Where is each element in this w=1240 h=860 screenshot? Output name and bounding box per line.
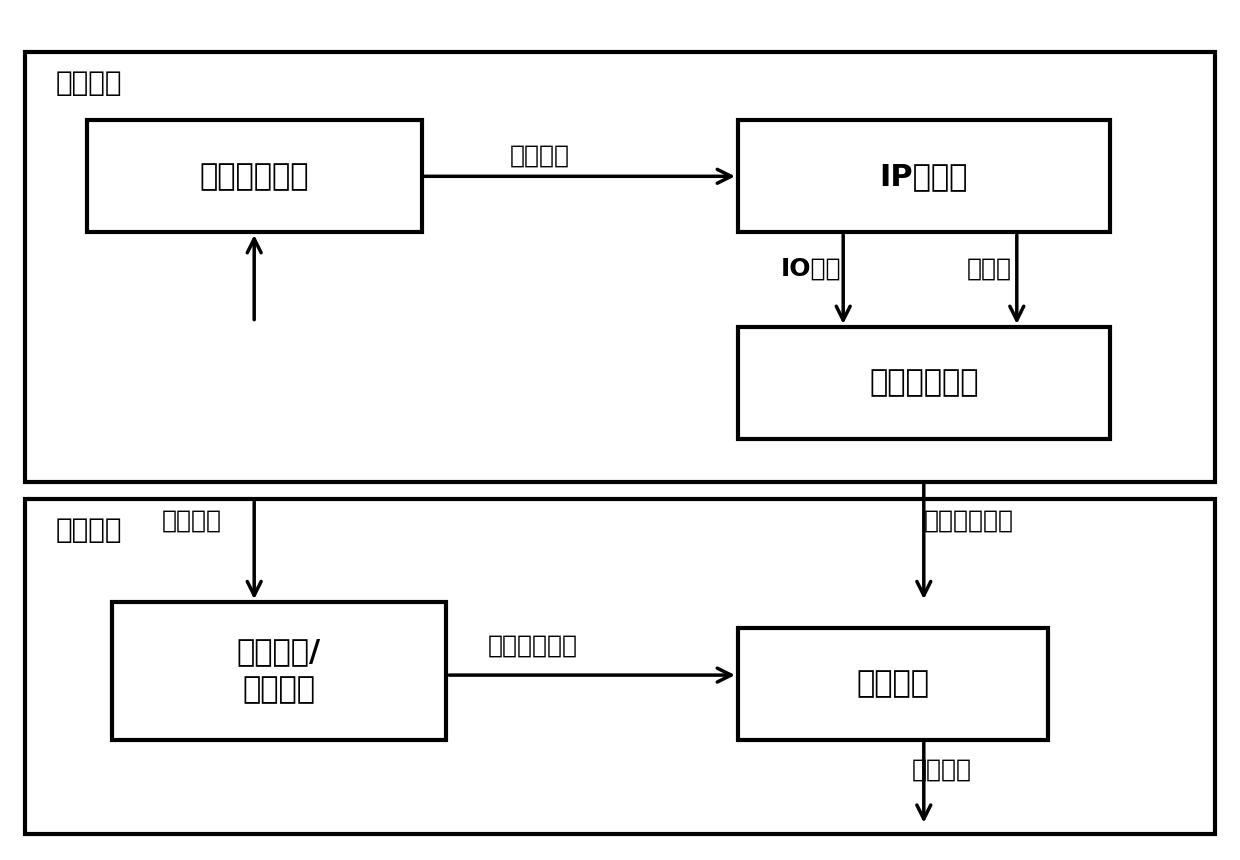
- Text: 数据报: 数据报: [967, 256, 1012, 280]
- Text: 控制平面: 控制平面: [56, 69, 123, 97]
- Text: IO通道: IO通道: [781, 256, 842, 280]
- Text: 缓存参数设置: 缓存参数设置: [489, 634, 578, 658]
- Text: 硬件缓存: 硬件缓存: [857, 669, 929, 698]
- Bar: [738, 120, 1110, 232]
- Text: 状态上报: 状态上报: [162, 508, 222, 532]
- Bar: [25, 52, 1215, 482]
- Text: 接口管理/
状态上报: 接口管理/ 状态上报: [237, 637, 321, 704]
- Bar: [87, 120, 422, 232]
- Bar: [738, 628, 1048, 740]
- Bar: [25, 499, 1215, 834]
- Text: 背板信令通道: 背板信令通道: [924, 508, 1014, 532]
- Bar: [112, 602, 446, 740]
- Text: IP协议栈: IP协议栈: [879, 162, 968, 191]
- Text: 接口管理模块: 接口管理模块: [200, 162, 309, 191]
- Text: 转发平面: 转发平面: [56, 516, 123, 544]
- Bar: [738, 327, 1110, 439]
- Text: 流量控制模块: 流量控制模块: [869, 368, 978, 397]
- Text: 信令处理: 信令处理: [911, 758, 971, 782]
- Text: 接口通告: 接口通告: [510, 144, 569, 168]
